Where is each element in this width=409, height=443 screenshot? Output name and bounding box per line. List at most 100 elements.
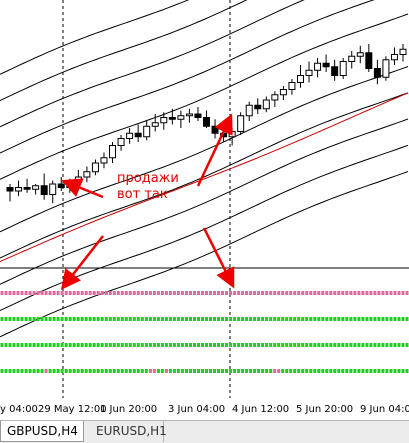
candle-body-1 <box>15 187 23 192</box>
dot-3-33 <box>132 369 136 373</box>
dot-2-0 <box>0 343 4 347</box>
dot-0-87 <box>349 291 353 295</box>
dot-2-18 <box>72 343 76 347</box>
dot-1-69 <box>277 317 281 321</box>
dot-3-2 <box>8 369 12 373</box>
dot-0-72 <box>289 291 293 295</box>
dot-2-5 <box>20 343 24 347</box>
dot-0-86 <box>345 291 349 295</box>
dot-0-61 <box>245 291 249 295</box>
dot-3-61 <box>245 369 249 373</box>
dot-1-66 <box>265 317 269 321</box>
envelope-line-1 <box>0 144 409 312</box>
dot-1-78 <box>313 317 317 321</box>
dots-row-3 <box>0 369 409 373</box>
candles <box>6 44 407 204</box>
dot-1-55 <box>221 317 224 321</box>
dot-2-31 <box>124 343 128 347</box>
dot-1-67 <box>269 317 273 321</box>
dot-1-4 <box>16 317 20 321</box>
dot-3-87 <box>349 369 353 373</box>
dot-1-25 <box>100 317 104 321</box>
candle-body-10 <box>91 162 99 173</box>
dot-3-9 <box>36 369 40 373</box>
dot-3-7 <box>28 369 32 373</box>
candle-body-35 <box>305 69 313 76</box>
dot-2-11 <box>44 343 48 347</box>
dot-3-50 <box>201 369 204 373</box>
candle-body-14 <box>126 132 134 139</box>
dot-2-82 <box>329 343 333 347</box>
dot-1-61 <box>245 317 249 321</box>
tab-gbpusd-h4[interactable]: GBPUSD,H4 <box>0 421 84 442</box>
dot-2-52 <box>209 343 212 347</box>
price-chart[interactable]: продажи вот так y 04:00 29 May 12:001 Jun… <box>0 0 409 420</box>
envelope-line-8 <box>0 0 248 102</box>
candle-46 <box>399 44 407 62</box>
candle-34 <box>296 65 304 88</box>
dot-3-88 <box>353 369 357 373</box>
dot-0-25 <box>100 291 104 295</box>
dot-0-69 <box>277 291 281 295</box>
candle-3 <box>32 184 40 195</box>
dot-3-41 <box>164 369 168 373</box>
dot-3-78 <box>313 369 317 373</box>
dot-0-26 <box>104 291 108 295</box>
dot-1-70 <box>281 317 285 321</box>
dot-1-39 <box>156 317 160 321</box>
dot-0-82 <box>329 291 333 295</box>
dot-1-90 <box>361 317 365 321</box>
tab-eurusd-h1[interactable]: EURUSD,H1 <box>90 421 167 442</box>
candle-38 <box>331 59 339 81</box>
envelope-line-6 <box>0 0 375 154</box>
dot-3-28 <box>112 369 116 373</box>
dot-2-28 <box>112 343 116 347</box>
dot-3-31 <box>124 369 128 373</box>
candle-9 <box>83 166 91 183</box>
dot-0-14 <box>56 291 60 295</box>
dot-3-43 <box>172 369 176 373</box>
dot-2-50 <box>201 343 204 347</box>
candle-body-21 <box>185 113 193 117</box>
dot-1-51 <box>205 317 208 321</box>
dot-0-19 <box>76 291 80 295</box>
dot-2-39 <box>156 343 160 347</box>
dot-2-95 <box>381 343 385 347</box>
dot-3-27 <box>108 369 112 373</box>
candle-27 <box>237 112 245 135</box>
dot-1-5 <box>20 317 24 321</box>
dot-0-0 <box>0 291 4 295</box>
dot-1-56 <box>225 317 228 321</box>
dot-2-36 <box>144 343 148 347</box>
dot-2-71 <box>285 343 289 347</box>
envelope-line-5 <box>0 13 409 180</box>
dot-1-16 <box>64 317 68 321</box>
dot-1-53 <box>213 317 216 321</box>
dot-0-20 <box>80 291 84 295</box>
dot-2-4 <box>16 343 20 347</box>
dot-3-56 <box>225 369 228 373</box>
dot-1-97 <box>389 317 393 321</box>
dot-0-100 <box>401 291 405 295</box>
candle-body-9 <box>83 171 91 178</box>
dot-0-31 <box>124 291 128 295</box>
dot-2-3 <box>12 343 16 347</box>
dot-3-35 <box>140 369 144 373</box>
dot-0-98 <box>393 291 397 295</box>
annotation-arrows <box>60 113 235 290</box>
dot-1-101 <box>405 317 409 321</box>
candle-body-30 <box>262 99 270 110</box>
candle-42 <box>365 44 373 72</box>
dot-3-101 <box>405 369 409 373</box>
dot-3-72 <box>289 369 293 373</box>
dot-3-100 <box>401 369 405 373</box>
candle-body-24 <box>211 125 219 134</box>
dot-3-48 <box>193 369 196 373</box>
dot-0-24 <box>96 291 100 295</box>
dot-3-14 <box>56 369 60 373</box>
dot-1-24 <box>96 317 100 321</box>
dot-2-49 <box>197 343 200 347</box>
dot-2-23 <box>92 343 96 347</box>
candle-35 <box>305 61 313 83</box>
